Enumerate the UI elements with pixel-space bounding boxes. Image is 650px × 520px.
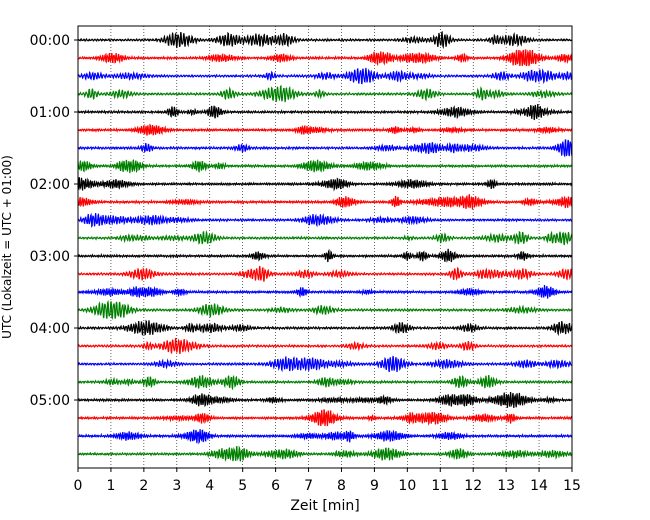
x-tick-label: 8	[337, 478, 346, 494]
seismic-trace	[77, 139, 573, 158]
y-tick-label: 03:00	[30, 249, 70, 265]
seismic-trace	[77, 391, 573, 409]
y-axis-ticks: 00:00 01:00 02:00 03:00 04:00 05:00	[30, 33, 78, 409]
x-tick-label: 11	[431, 478, 449, 494]
x-tick-label: 13	[497, 478, 515, 494]
y-axis-label: UTC (Lokalzeit = UTC + 01:00)	[0, 155, 14, 339]
x-tick-label: 15	[563, 478, 581, 494]
seismic-trace	[77, 159, 573, 174]
x-tick-label: 6	[271, 478, 280, 494]
seismic-trace	[77, 30, 573, 50]
seismic-trace	[77, 409, 573, 427]
seismic-trace	[77, 445, 573, 463]
x-tick-label: 14	[530, 478, 548, 494]
seismic-trace	[77, 103, 573, 121]
y-tick-label: 02:00	[30, 177, 70, 193]
y-tick-label: 04:00	[30, 321, 70, 337]
seismic-traces	[77, 30, 573, 463]
x-tick-label: 12	[464, 478, 482, 494]
seismic-trace	[77, 355, 573, 373]
seismic-trace	[77, 299, 573, 321]
seismic-trace	[77, 67, 573, 85]
x-tick-label: 7	[304, 478, 313, 494]
y-tick-label: 00:00	[30, 33, 70, 49]
seismic-trace	[77, 177, 573, 192]
x-tick-label: 3	[172, 478, 181, 494]
seismic-trace	[77, 374, 573, 391]
seismic-trace	[77, 84, 573, 103]
seismic-trace	[77, 265, 573, 282]
x-tick-label: 4	[205, 478, 214, 494]
y-tick-label: 05:00	[30, 393, 70, 409]
seismic-trace	[77, 248, 573, 263]
x-tick-label: 10	[398, 478, 416, 494]
x-tick-label: 9	[370, 478, 379, 494]
seismic-trace	[77, 319, 573, 337]
x-tick-label: 5	[238, 478, 247, 494]
seismic-trace	[77, 429, 573, 445]
x-tick-label: 1	[106, 478, 115, 494]
x-tick-label: 2	[139, 478, 148, 494]
plot-frame	[77, 25, 573, 469]
seismic-trace	[77, 212, 573, 228]
seismic-trace	[77, 123, 573, 136]
x-tick-label: 0	[74, 478, 83, 494]
x-axis-label: Zeit [min]	[290, 498, 359, 514]
x-axis-ticks: 0 1 2 3 4 5 6 7 8 9 10 11 12 13 14 15	[74, 468, 581, 494]
y-tick-label: 01:00	[30, 105, 70, 121]
seismic-trace	[77, 49, 573, 67]
seismic-trace	[77, 194, 573, 210]
seismic-trace	[77, 337, 573, 355]
seismic-trace	[77, 284, 573, 299]
seismic-trace	[77, 229, 573, 246]
